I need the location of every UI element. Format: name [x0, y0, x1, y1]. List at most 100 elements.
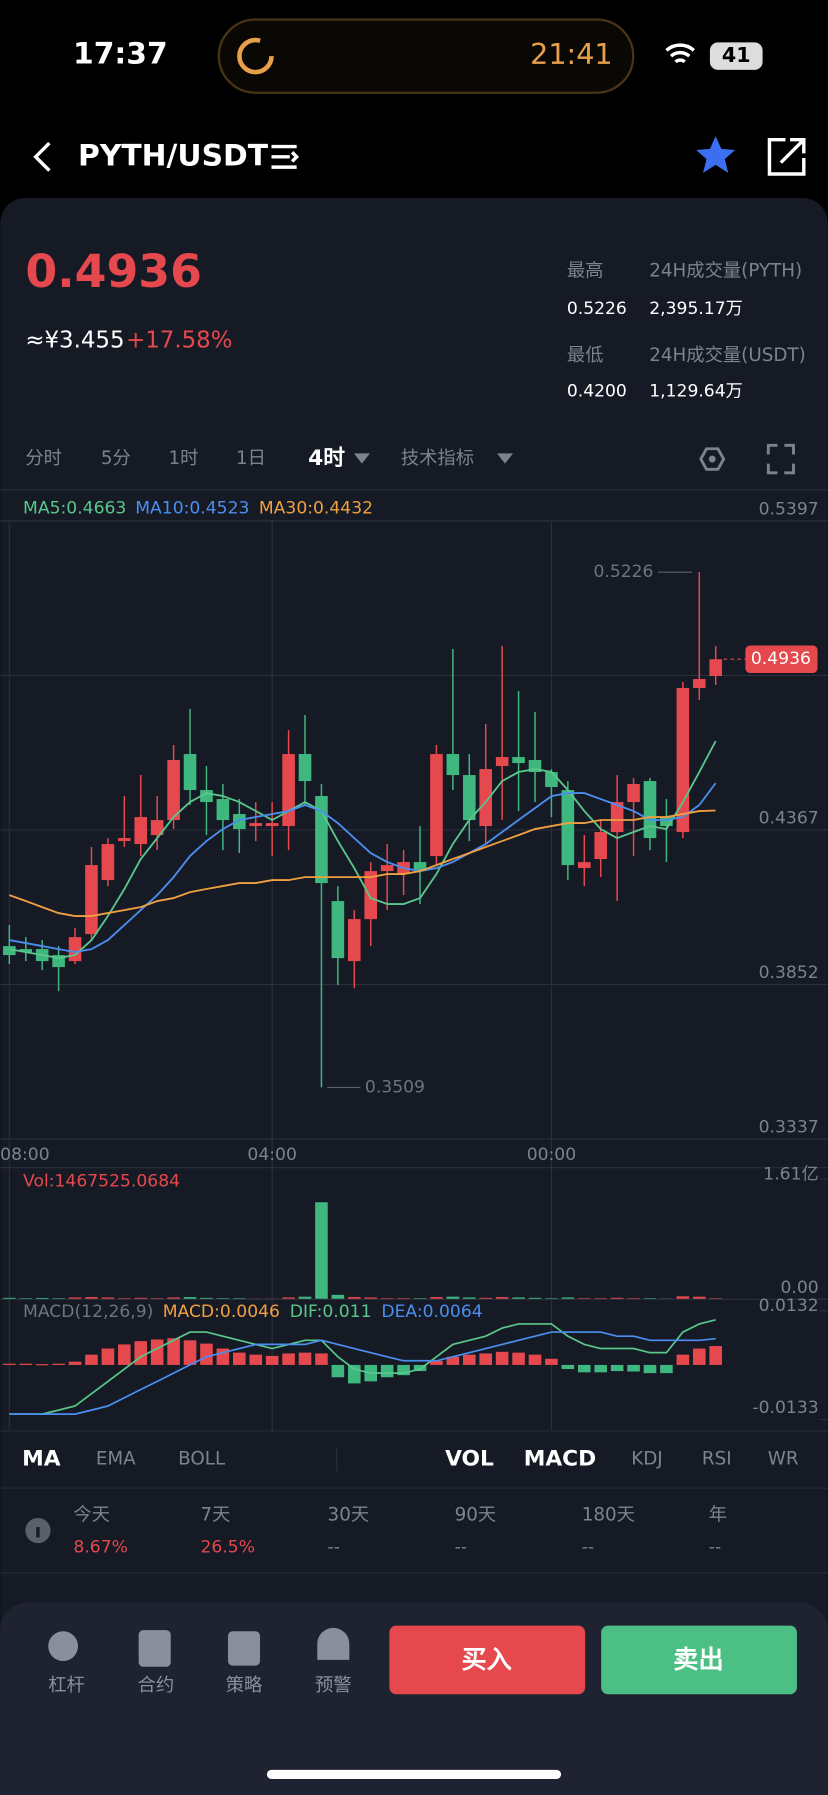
macd-bar — [3, 1363, 16, 1365]
legend-entry: DEA:0.0064 — [381, 1302, 482, 1322]
macd-bar — [528, 1354, 542, 1365]
stat-value: 2,395.17万 — [649, 299, 743, 319]
sell-label[interactable]: 卖出 — [673, 1645, 723, 1674]
indicator-tab[interactable]: WR — [768, 1449, 799, 1470]
return-period: 30天 — [328, 1505, 370, 1526]
candle-body — [660, 817, 673, 827]
stat-label: 24H成交量(USDT) — [649, 345, 805, 366]
candle-body — [265, 823, 279, 827]
pair-title[interactable]: PYTH/USDT — [78, 138, 269, 173]
volume-bar — [3, 1297, 16, 1300]
stat-value: 0.4200 — [567, 382, 627, 402]
candle-body — [298, 754, 312, 782]
volume-bar — [528, 1297, 542, 1300]
sell-button[interactable] — [601, 1625, 797, 1695]
cny-price: ≈¥3.455 — [25, 328, 124, 354]
candle-body — [446, 754, 460, 776]
candle-body — [118, 838, 131, 842]
macd-bar — [610, 1364, 624, 1372]
indicator-menu[interactable]: 技术指标 — [401, 448, 474, 469]
indicator-tab-active[interactable]: VOL — [445, 1447, 494, 1472]
return-period: 90天 — [455, 1505, 497, 1526]
indicator-tab[interactable]: BOLL — [178, 1449, 226, 1470]
candle-body — [233, 814, 246, 830]
price-tag — [745, 645, 818, 673]
macd-bar — [233, 1352, 246, 1365]
macd-bar — [660, 1364, 673, 1374]
clock: 17:37 — [73, 36, 168, 71]
macd-bar — [249, 1354, 263, 1365]
candle-body — [594, 832, 608, 860]
volume-bar — [610, 1297, 624, 1300]
macd-bar — [101, 1348, 115, 1365]
macd-bar — [594, 1364, 608, 1373]
indicator-tab-active[interactable]: MACD — [524, 1447, 596, 1472]
stat-label: 24H成交量(PYTH) — [649, 260, 802, 281]
timeframe-tab[interactable]: 1日 — [236, 448, 266, 469]
timeframe-tab-active[interactable]: 4时 — [308, 446, 345, 471]
candle-body — [282, 754, 295, 827]
return-value: -- — [582, 1538, 594, 1558]
macd-bar — [35, 1364, 49, 1366]
settings-icon[interactable] — [699, 447, 726, 471]
high-label: 0.5226 — [593, 562, 653, 582]
macd-bar — [512, 1352, 525, 1365]
leverage-icon[interactable] — [48, 1631, 79, 1662]
macd-bar — [265, 1355, 279, 1365]
tool-label[interactable]: 合约 — [138, 1675, 175, 1696]
ma-line — [9, 809, 716, 917]
favorite-star[interactable] — [696, 136, 736, 173]
ma-line — [9, 740, 717, 959]
candle-body — [364, 871, 378, 920]
volume-bar — [364, 1297, 378, 1300]
macd-bar — [495, 1351, 509, 1365]
candle-body — [709, 659, 723, 677]
legend-entry: DIF:0.011 — [290, 1302, 372, 1322]
macd-bar — [85, 1354, 98, 1365]
share-icon[interactable] — [767, 137, 806, 176]
back-button[interactable] — [33, 141, 51, 172]
legend-entry: MA10:0.4523 — [135, 498, 249, 518]
return-period: 180天 — [582, 1505, 635, 1526]
macd-bar — [479, 1353, 493, 1365]
indicator-tab[interactable]: EMA — [96, 1449, 136, 1470]
candle-body — [692, 679, 706, 689]
macd-bar — [19, 1363, 33, 1365]
buy-button[interactable] — [389, 1625, 586, 1695]
contract-icon[interactable] — [138, 1630, 171, 1667]
dynamic-island[interactable] — [217, 18, 635, 94]
candle-body — [68, 937, 82, 962]
strategy-icon[interactable] — [227, 1631, 261, 1666]
candle-body — [495, 757, 509, 767]
legend-entry: MACD:0.0046 — [163, 1302, 280, 1322]
info-icon-mark — [36, 1527, 40, 1538]
tool-label[interactable]: 预警 — [315, 1675, 352, 1696]
volume-bar — [462, 1297, 476, 1300]
pair-menu-icon[interactable] — [271, 144, 300, 169]
timeframe-tab[interactable]: 1时 — [168, 448, 198, 469]
legend-entry: MA30:0.4432 — [259, 498, 373, 518]
timeframe-tab[interactable]: 5分 — [101, 448, 131, 469]
volume-bar — [298, 1296, 312, 1300]
volume-bar — [479, 1297, 493, 1300]
y-tick-label: -0.0133 — [752, 1398, 818, 1418]
candle-body — [462, 775, 476, 821]
macd-bar — [348, 1364, 361, 1384]
indicator-tab[interactable]: RSI — [702, 1449, 732, 1470]
indicator-tab-active[interactable]: MA — [22, 1447, 61, 1472]
timeframe-tab[interactable]: 分时 — [25, 448, 62, 469]
tool-label[interactable]: 策略 — [226, 1675, 263, 1696]
tool-label[interactable]: 杠杆 — [48, 1675, 85, 1696]
x-tick-label: 08:00 — [0, 1145, 49, 1165]
stat-value: 0.5226 — [567, 299, 627, 319]
legend-entry: MA5:0.4663 — [23, 498, 126, 518]
macd-bar — [150, 1339, 164, 1365]
y-tick-label: 0.4367 — [759, 809, 819, 829]
indicator-tab[interactable]: KDJ — [631, 1449, 662, 1470]
stat-value: 1,129.64万 — [649, 382, 743, 402]
fullscreen-icon[interactable] — [766, 443, 795, 475]
alert-icon[interactable] — [317, 1627, 350, 1660]
macd-bar — [627, 1364, 640, 1372]
buy-label[interactable]: 买入 — [462, 1645, 512, 1674]
